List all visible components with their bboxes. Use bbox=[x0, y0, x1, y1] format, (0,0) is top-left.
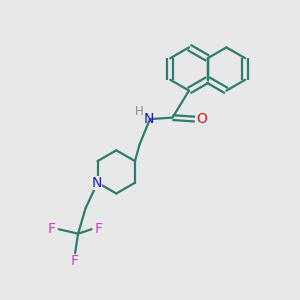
Text: F: F bbox=[71, 254, 79, 268]
Text: O: O bbox=[196, 112, 207, 126]
Text: N: N bbox=[143, 112, 154, 126]
Text: H: H bbox=[135, 105, 144, 118]
Text: N: N bbox=[92, 176, 102, 190]
Text: F: F bbox=[94, 222, 102, 236]
Text: F: F bbox=[48, 222, 56, 236]
